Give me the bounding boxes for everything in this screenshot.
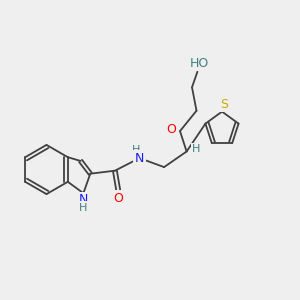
Text: H: H <box>132 145 141 155</box>
Text: H: H <box>192 144 200 154</box>
Text: H: H <box>79 202 88 213</box>
Text: N: N <box>135 152 144 165</box>
Text: O: O <box>114 192 123 205</box>
Text: N: N <box>79 193 88 206</box>
Text: HO: HO <box>190 57 209 70</box>
Text: S: S <box>220 98 228 111</box>
Text: O: O <box>167 123 176 136</box>
